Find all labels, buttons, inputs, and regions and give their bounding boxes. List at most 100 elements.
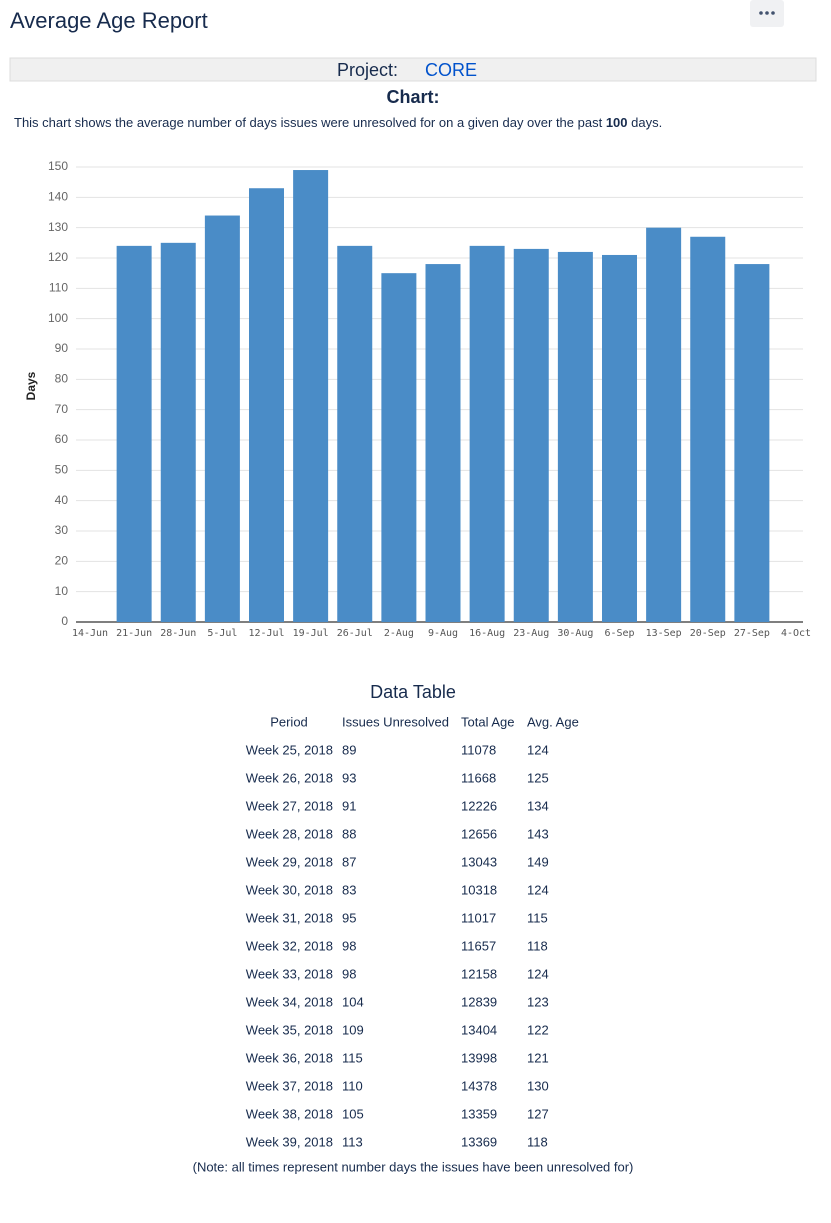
chart-heading: Chart:	[387, 87, 440, 107]
x-tick-label: 14-Jun	[72, 628, 108, 639]
table-cell: 12226	[461, 798, 497, 813]
table-cell: Week 36, 2018	[246, 1050, 333, 1065]
table-cell: 124	[527, 882, 549, 897]
x-tick-label: 21-Jun	[116, 628, 152, 639]
table-cell: 91	[342, 798, 356, 813]
table-cell: 12839	[461, 994, 497, 1009]
table-cell: 12158	[461, 966, 497, 981]
table-cell: 115	[527, 910, 548, 925]
table-header: Period	[270, 714, 308, 729]
description-text: This chart shows the average number of d…	[14, 115, 606, 130]
table-cell: 109	[342, 1022, 364, 1037]
table-cell: 13359	[461, 1106, 497, 1121]
y-tick-label: 80	[55, 372, 69, 386]
table-cell: Week 35, 2018	[246, 1022, 333, 1037]
table-cell: 123	[527, 994, 549, 1009]
y-tick-label: 110	[49, 281, 68, 295]
y-tick-label: 10	[55, 584, 69, 598]
table-cell: Week 28, 2018	[246, 826, 333, 841]
project-link[interactable]: CORE	[425, 60, 477, 80]
table-cell: 13043	[461, 854, 497, 869]
x-tick-label: 4-Oct	[781, 628, 811, 639]
table-cell: 143	[527, 826, 549, 841]
x-tick-label: 6-Sep	[604, 628, 634, 639]
table-cell: 11078	[461, 742, 496, 757]
table-cell: 87	[342, 854, 356, 869]
y-tick-label: 0	[61, 614, 68, 628]
bar	[204, 215, 240, 623]
x-tick-label: 28-Jun	[160, 628, 196, 639]
table-cell: 104	[342, 994, 364, 1009]
table-cell: 124	[527, 966, 549, 981]
y-tick-label: 130	[48, 220, 68, 234]
x-tick-label: 26-Jul	[337, 628, 373, 639]
table-cell: 14378	[461, 1078, 497, 1093]
x-tick-label: 19-Jul	[293, 628, 329, 639]
bar	[734, 264, 770, 622]
table-header: Total Age	[461, 714, 515, 729]
x-tick-label: 20-Sep	[690, 628, 726, 639]
table-cell: 11657	[461, 938, 496, 953]
y-tick-label: 50	[55, 463, 69, 477]
more-button[interactable]	[750, 0, 784, 27]
bar	[646, 227, 682, 622]
table-cell: 13369	[461, 1134, 497, 1149]
table-cell: Week 31, 2018	[246, 910, 333, 925]
table-cell: Week 30, 2018	[246, 882, 333, 897]
project-label: Project:	[337, 60, 398, 80]
table-cell: 113	[342, 1134, 363, 1149]
table-cell: 11668	[461, 770, 496, 785]
bar	[249, 188, 284, 622]
table-cell: Week 38, 2018	[246, 1106, 333, 1121]
table-cell: Week 39, 2018	[246, 1134, 333, 1149]
table-cell: 124	[527, 742, 549, 757]
table-cell: 83	[342, 882, 356, 897]
table-cell: 88	[342, 826, 356, 841]
table-title: Data Table	[370, 682, 456, 702]
y-tick-label: 70	[55, 402, 69, 416]
table-cell: 122	[527, 1022, 549, 1037]
table-cell: Week 33, 2018	[246, 966, 333, 981]
table-cell: 130	[527, 1078, 549, 1093]
y-tick-label: 40	[55, 493, 69, 507]
table-note: (Note: all times represent number days t…	[193, 1159, 634, 1174]
y-tick-label: 90	[55, 341, 69, 355]
table-cell: 149	[527, 854, 549, 869]
table-cell: 115	[342, 1050, 363, 1065]
table-cell: 10318	[461, 882, 497, 897]
table-cell: 125	[527, 770, 549, 785]
x-tick-label: 13-Sep	[646, 628, 682, 639]
table-header: Avg. Age	[527, 714, 579, 729]
table-cell: Week 34, 2018	[246, 994, 333, 1009]
table-cell: 95	[342, 910, 356, 925]
project-bar	[9, 57, 817, 82]
bar	[116, 245, 152, 622]
y-tick-label: 120	[48, 250, 68, 264]
y-axis-label: Days	[24, 371, 38, 400]
bar	[513, 248, 549, 622]
bar	[425, 264, 461, 622]
table-cell: Week 29, 2018	[246, 854, 333, 869]
x-tick-label: 30-Aug	[557, 628, 593, 639]
x-tick-label: 12-Jul	[248, 628, 284, 639]
y-tick-label: 20	[55, 554, 69, 568]
bar	[160, 242, 196, 623]
x-tick-label: 23-Aug	[513, 628, 549, 639]
x-tick-label: 27-Sep	[734, 628, 770, 639]
table-cell: 89	[342, 742, 356, 757]
table-cell: 93	[342, 770, 356, 785]
bar	[557, 251, 593, 622]
table-cell: 110	[342, 1078, 363, 1093]
table-header: Issues Unresolved	[342, 714, 449, 729]
table-cell: 127	[527, 1106, 549, 1121]
x-tick-label: 5-Jul	[207, 628, 237, 639]
table-cell: Week 26, 2018	[246, 770, 333, 785]
table-cell: 98	[342, 938, 356, 953]
description-days: 100	[606, 115, 628, 130]
table-cell: Week 37, 2018	[246, 1078, 333, 1093]
table-cell: 105	[342, 1106, 364, 1121]
table-cell: 13998	[461, 1050, 497, 1065]
table-cell: 11017	[461, 910, 496, 925]
table-cell: 98	[342, 966, 356, 981]
